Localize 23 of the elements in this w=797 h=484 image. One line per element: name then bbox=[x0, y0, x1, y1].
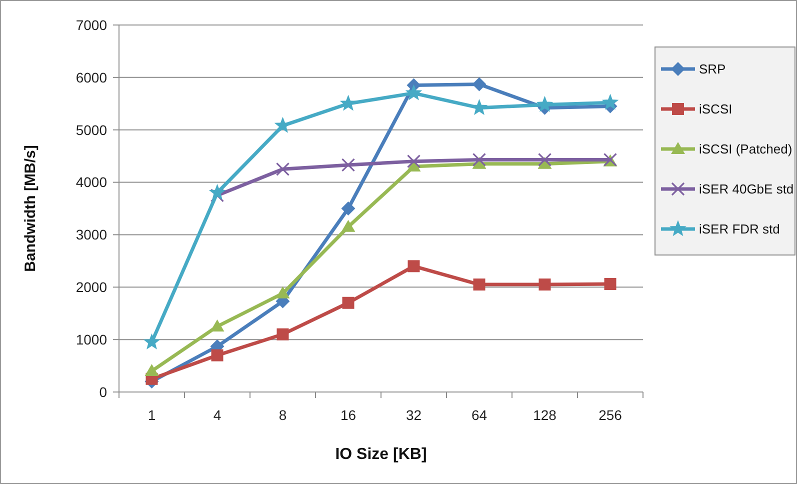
y-axis-title: Bandwidth [MB/s] bbox=[22, 145, 39, 272]
y-tick-label: 6000 bbox=[76, 69, 108, 86]
y-tick-label: 5000 bbox=[76, 122, 108, 138]
legend-label: iSCSI (Patched) bbox=[699, 142, 792, 157]
y-tick-label: 2000 bbox=[76, 279, 108, 296]
legend-label: SRP bbox=[699, 62, 726, 77]
x-tick-label: 128 bbox=[533, 407, 557, 423]
x-tick-label: 16 bbox=[340, 407, 356, 423]
x-tick-label: 256 bbox=[598, 407, 622, 423]
x-tick-label: 8 bbox=[278, 407, 287, 423]
x-tick-label: 64 bbox=[471, 407, 488, 423]
legend-label: iSCSI bbox=[699, 102, 732, 117]
y-tick-label: 1000 bbox=[76, 331, 108, 348]
x-tick-label: 1 bbox=[148, 407, 156, 423]
legend-label: iSER FDR std bbox=[699, 222, 780, 237]
y-tick-label: 3000 bbox=[76, 226, 108, 243]
x-tick-label: 32 bbox=[406, 407, 422, 423]
y-tick-label: 4000 bbox=[76, 174, 108, 190]
y-tick-label: 7000 bbox=[76, 16, 108, 33]
x-tick-label: 4 bbox=[213, 407, 222, 423]
y-tick-label: 0 bbox=[99, 384, 108, 400]
x-axis-title: IO Size [KB] bbox=[335, 446, 427, 463]
legend-label: iSER 40GbE std bbox=[699, 182, 794, 197]
